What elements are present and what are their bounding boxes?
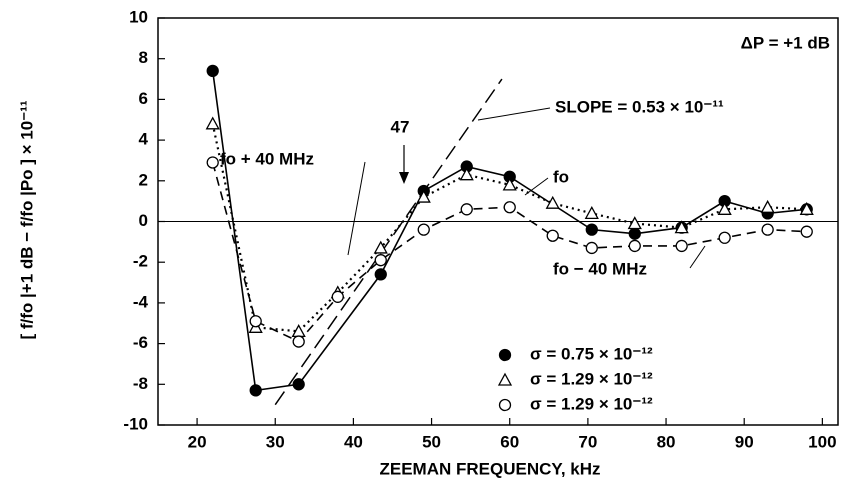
marker (331, 290, 344, 303)
x-tick-label: 90 (735, 432, 754, 451)
marker (373, 240, 388, 254)
leader-line (689, 245, 706, 269)
y-tick-label: 10 (129, 7, 148, 26)
marker (628, 227, 641, 240)
marker (674, 220, 689, 234)
y-tick-label: -10 (123, 414, 148, 433)
legend-symbol (498, 348, 512, 362)
marker (292, 335, 305, 348)
marker (800, 225, 813, 238)
marker (460, 203, 473, 216)
y-axis-label: [ f/fo |+1 dB − f/fo |Po ] × 10⁻¹¹ (17, 100, 36, 339)
arrow-head (399, 172, 409, 184)
marker (502, 177, 517, 191)
marker (717, 201, 732, 215)
x-tick-label: 60 (500, 432, 519, 451)
x-tick-label: 100 (808, 432, 836, 451)
marker (584, 206, 599, 220)
y-tick-label: 0 (139, 211, 148, 230)
marker (503, 201, 516, 214)
marker (374, 254, 387, 267)
marker (292, 378, 305, 391)
x-tick-label: 40 (344, 432, 363, 451)
annotation: ΔP = +1 dB (741, 33, 830, 52)
legend-label: σ = 1.29 × 10⁻¹² (530, 394, 653, 413)
marker (675, 239, 688, 253)
y-tick-label: 2 (139, 170, 148, 189)
y-tick-label: -8 (133, 374, 148, 393)
marker (249, 384, 262, 397)
annotation: fo − 40 MHz (553, 259, 647, 278)
annotation: 47 (391, 117, 410, 136)
marker (718, 231, 731, 244)
marker (546, 229, 559, 242)
marker (374, 268, 387, 281)
y-tick-label: -4 (133, 292, 149, 311)
slope-line (274, 78, 503, 406)
marker (545, 195, 560, 209)
marker (459, 167, 474, 181)
leader-line (477, 107, 551, 121)
y-tick-label: 4 (139, 130, 149, 149)
annotation: fo + 40 MHz (220, 149, 314, 168)
y-tick-label: -2 (133, 252, 148, 271)
x-axis-label: ZEEMAN FREQUENCY, kHz (379, 459, 600, 478)
marker (416, 189, 431, 203)
legend-label: σ = 1.29 × 10⁻¹² (530, 369, 653, 388)
x-tick-label: 70 (578, 432, 597, 451)
marker (205, 116, 220, 130)
marker (760, 199, 775, 213)
y-tick-label: -6 (133, 333, 148, 352)
marker (249, 315, 262, 328)
legend-symbol (498, 398, 512, 412)
annotation: SLOPE = 0.53 × 10⁻¹¹ (555, 97, 724, 116)
marker (585, 223, 598, 236)
annotation: fo (553, 167, 569, 186)
y-tick-label: 6 (139, 89, 148, 108)
legend-label: σ = 0.75 × 10⁻¹² (530, 344, 653, 363)
marker (628, 239, 641, 253)
marker (627, 216, 642, 230)
x-tick-label: 20 (188, 432, 207, 451)
marker (761, 223, 774, 236)
marker (206, 64, 219, 78)
x-tick-label: 50 (422, 432, 441, 451)
marker (206, 156, 219, 169)
y-tick-label: 8 (139, 48, 148, 67)
legend-symbol (497, 372, 513, 386)
x-tick-label: 80 (657, 432, 676, 451)
x-tick-label: 30 (266, 432, 285, 451)
marker (585, 241, 598, 255)
leader-line (347, 161, 366, 256)
marker (417, 223, 430, 236)
marker (799, 201, 814, 215)
